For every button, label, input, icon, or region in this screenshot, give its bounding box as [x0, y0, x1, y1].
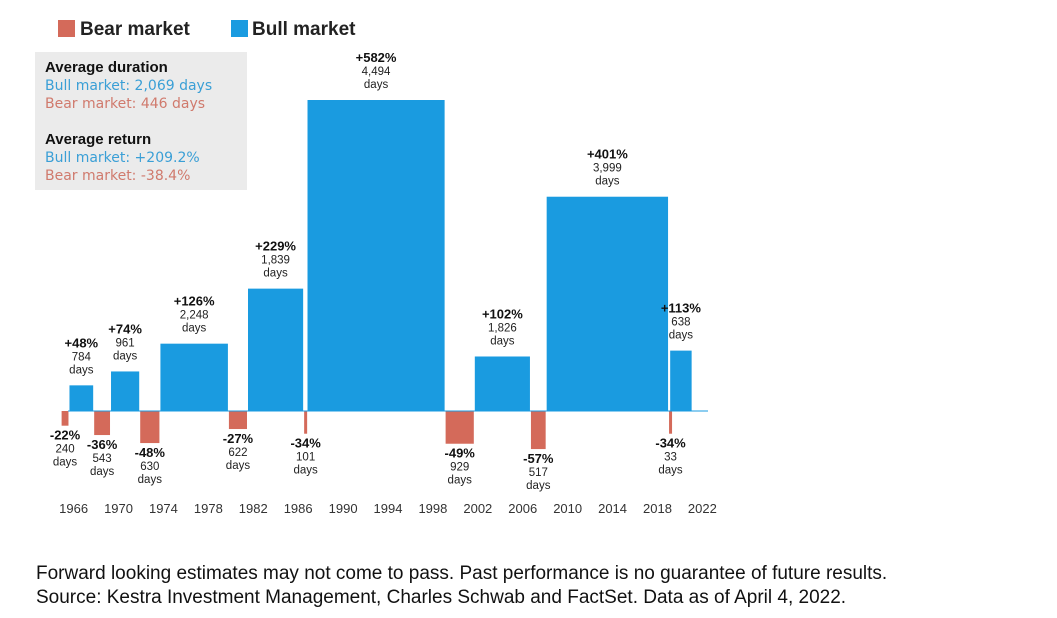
footnote-disclaimer: Forward looking estimates may not come t…: [36, 563, 888, 584]
x-tick-2022: 2022: [688, 501, 717, 516]
bear-return-label: -34%: [290, 436, 321, 451]
bear-days-value: 240: [55, 444, 74, 456]
bull-return-label: +126%: [174, 294, 215, 309]
bear-bar-7: [669, 411, 673, 434]
bear-days-value: 543: [93, 453, 112, 465]
bull-days-value: 1,826: [488, 322, 517, 334]
bull-days-unit: days: [113, 350, 138, 362]
summary-box: [35, 52, 247, 190]
bear-days-unit: days: [526, 480, 551, 492]
bull-days-unit: days: [69, 364, 94, 376]
avg-duration-bear: Bear market: 446 days: [45, 96, 205, 112]
bull-days-unit: days: [364, 79, 389, 91]
bull-bar-1: [111, 371, 140, 411]
x-tick-1990: 1990: [329, 501, 358, 516]
bear-days-unit: days: [293, 465, 318, 477]
bull-return-label: +229%: [255, 239, 296, 254]
x-tick-1986: 1986: [284, 501, 313, 516]
x-tick-1970: 1970: [104, 501, 133, 516]
bull-days-value: 784: [72, 351, 92, 363]
bull-return-label: +74%: [108, 321, 142, 336]
x-tick-1978: 1978: [194, 501, 223, 516]
bear-days-unit: days: [658, 465, 683, 477]
bear-bar-4: [304, 411, 308, 434]
bear-bar-0: [61, 411, 69, 426]
bear-return-label: -27%: [223, 431, 254, 446]
x-axis-ticks: 1966 1970 1974 1978 1982 1986 1990 1994 1998 2002…: [59, 501, 717, 516]
bear-days-unit: days: [90, 466, 115, 478]
bull-return-label: +48%: [65, 335, 99, 350]
bull-days-value: 2,248: [180, 310, 209, 322]
bear-return-label: -48%: [135, 445, 166, 460]
bear-days-unit: days: [138, 474, 163, 486]
bear-bar-2: [140, 411, 160, 444]
bull-bar-2: [160, 343, 228, 411]
bear-bar-6: [530, 411, 546, 450]
bear-return-label: -36%: [87, 437, 118, 452]
x-tick-2018: 2018: [643, 501, 672, 516]
bull-days-unit: days: [182, 323, 207, 335]
bull-return-label: +582%: [356, 50, 397, 65]
bear-bar-3: [228, 411, 247, 430]
bull-days-unit: days: [263, 268, 288, 280]
x-tick-1982: 1982: [239, 501, 268, 516]
bear-return-label: -22%: [50, 428, 81, 443]
bull-bar-7: [670, 350, 692, 411]
bear-return-label: -57%: [523, 451, 554, 466]
x-tick-2014: 2014: [598, 501, 627, 516]
bull-return-label: +401%: [587, 147, 628, 162]
bear-bar-5: [445, 411, 474, 444]
x-tick-1994: 1994: [374, 501, 403, 516]
legend-bear-swatch: [58, 20, 75, 37]
bull-days-value: 4,494: [362, 66, 391, 78]
bear-days-value: 517: [529, 467, 548, 479]
bear-days-unit: days: [226, 460, 251, 472]
x-tick-2010: 2010: [553, 501, 582, 516]
bull-days-unit: days: [490, 335, 515, 347]
avg-duration-bull: Bull market: 2,069 days: [45, 78, 212, 94]
bull-days-value: 961: [116, 337, 135, 349]
bull-bar-3: [248, 288, 304, 411]
bull-days-value: 1,839: [261, 255, 290, 267]
bear-days-unit: days: [53, 457, 78, 469]
avg-return-bear: Bear market: -38.4%: [45, 168, 190, 184]
x-tick-1966: 1966: [59, 501, 88, 516]
avg-return-title: Average return: [45, 131, 151, 148]
bull-bar-6: [546, 196, 669, 411]
legend-bear-label: Bear market: [80, 19, 191, 40]
bear-days-value: 101: [296, 452, 315, 464]
x-tick-1998: 1998: [418, 501, 447, 516]
bear-days-value: 630: [140, 461, 159, 473]
bull-bar-5: [474, 356, 530, 411]
bear-bar-1: [94, 411, 111, 436]
legend-bull-label: Bull market: [252, 19, 356, 40]
bull-bear-chart: Bear market Bull market Average duration…: [35, 19, 717, 516]
bull-days-value: 3,999: [593, 163, 622, 175]
bear-days-value: 33: [664, 452, 677, 464]
bear-days-value: 929: [450, 462, 469, 474]
x-tick-2006: 2006: [508, 501, 537, 516]
bull-return-label: +113%: [661, 301, 702, 316]
bull-bar-0: [69, 385, 94, 411]
x-tick-1974: 1974: [149, 501, 178, 516]
footnote: Forward looking estimates may not come t…: [36, 562, 887, 610]
bull-days-value: 638: [671, 317, 690, 329]
bull-return-label: +102%: [482, 306, 523, 321]
bull-days-unit: days: [669, 330, 694, 342]
footnote-source: Source: Kestra Investment Management, Ch…: [36, 587, 847, 608]
legend-bull-swatch: [231, 20, 248, 37]
avg-return-bull: Bull market: +209.2%: [45, 150, 200, 166]
chart-marks: -22%240days-36%543days-48%630days-27%622…: [50, 50, 708, 492]
bear-days-unit: days: [448, 475, 473, 487]
bull-bar-4: [307, 100, 445, 411]
avg-duration-title: Average duration: [45, 59, 168, 76]
bull-days-unit: days: [595, 176, 620, 188]
bear-return-label: -34%: [655, 436, 686, 451]
bear-days-value: 622: [228, 447, 247, 459]
x-tick-2002: 2002: [463, 501, 492, 516]
bear-return-label: -49%: [445, 446, 476, 461]
